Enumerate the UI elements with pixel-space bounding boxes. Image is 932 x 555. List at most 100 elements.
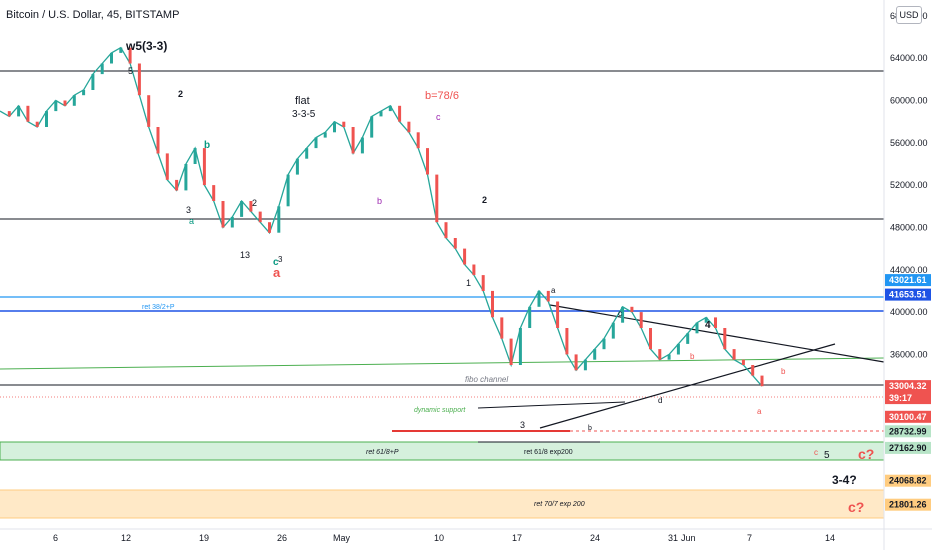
price-candle xyxy=(184,164,188,191)
y-tick-label: 56000.00 xyxy=(890,138,928,148)
wave-label-4: 4 xyxy=(705,320,711,331)
price-candle xyxy=(165,153,169,180)
price-candle xyxy=(574,354,578,371)
label-wave-count: w5(3-3) xyxy=(125,39,167,53)
price-candle xyxy=(286,174,290,207)
price-candle xyxy=(704,317,708,323)
price-candle xyxy=(741,359,745,365)
x-tick-label: 19 xyxy=(199,533,209,543)
wave-label-b-black: b xyxy=(588,425,592,432)
price-candle xyxy=(342,121,346,127)
dynamic-support-line xyxy=(477,401,626,409)
wave-label-a-red: a xyxy=(273,265,281,280)
x-tick-label: 24 xyxy=(590,533,600,543)
chart-title: Bitcoin / U.S. Dollar, 45, BITSTAMP xyxy=(6,9,180,21)
x-axis[interactable]: 6 12 19 26 May 10 17 24 31 Jun 7 14 xyxy=(53,533,835,543)
price-candle xyxy=(128,47,132,64)
x-tick-label: 10 xyxy=(434,533,444,543)
label-flat: flat xyxy=(295,95,310,107)
price-candle xyxy=(472,264,476,276)
price-candle xyxy=(110,52,113,64)
price-tag-label: 33004.32 xyxy=(889,381,927,391)
price-candle xyxy=(481,275,485,291)
wave-label-b-red: b xyxy=(690,352,695,361)
price-candle xyxy=(565,328,569,355)
y-tick-label: 40000.00 xyxy=(890,307,928,317)
price-series xyxy=(0,46,763,387)
x-tick-label: 26 xyxy=(277,533,287,543)
price-candle xyxy=(295,158,299,175)
price-candle xyxy=(314,137,318,149)
price-tag-label: 41653.51 xyxy=(889,290,927,300)
price-candle xyxy=(723,328,727,350)
y-axis[interactable]: 68000.0064000.0060000.0056000.0052000.00… xyxy=(890,11,928,402)
price-tag-label: 24068.82 xyxy=(889,476,927,486)
wave-label-a-red2: a xyxy=(757,407,762,416)
price-candle xyxy=(621,306,625,323)
currency-button[interactable]: USD xyxy=(896,6,922,24)
wave-label-2-c: 2 xyxy=(482,195,487,205)
label-3-4q: 3-4? xyxy=(832,473,857,487)
price-candle xyxy=(63,100,67,106)
x-tick-label: 12 xyxy=(121,533,131,543)
y-tick-label: 36000.00 xyxy=(890,349,928,359)
price-candle xyxy=(147,95,151,127)
triangle-upper xyxy=(549,304,885,363)
price-candle xyxy=(35,121,39,127)
price-candle xyxy=(556,301,560,328)
price-candle xyxy=(351,127,355,154)
price-candle xyxy=(751,365,755,376)
label-dynamic-support: dynamic support xyxy=(414,407,466,414)
price-tag xyxy=(885,410,931,423)
wave-label-d: d xyxy=(658,396,662,405)
price-candle xyxy=(407,121,411,133)
zone-ret618 xyxy=(0,441,885,461)
label-fibo-channel: fibo channel xyxy=(465,375,508,384)
price-candle xyxy=(258,211,262,223)
label-ret382: ret 38/2+P xyxy=(142,304,175,311)
x-tick-label: 31 xyxy=(668,533,678,543)
price-candle xyxy=(379,111,383,117)
x-tick-label: 14 xyxy=(825,533,835,543)
price-candle xyxy=(82,89,86,96)
wave-label-a-teal: a xyxy=(189,216,194,226)
price-candle xyxy=(45,111,48,127)
price-candle xyxy=(528,306,532,328)
y-tick-label: 60000.00 xyxy=(890,96,928,106)
wave-label-3-b: 3 xyxy=(278,255,283,264)
price-candle xyxy=(639,312,643,328)
x-tick-label: 7 xyxy=(747,533,752,543)
price-candle xyxy=(360,137,364,154)
zone-ret707 xyxy=(0,490,884,518)
price-candle xyxy=(72,95,76,106)
price-tag xyxy=(885,274,931,287)
price-tag xyxy=(885,380,931,405)
price-candle xyxy=(323,132,327,138)
wave-label-c-red: c xyxy=(814,448,818,457)
price-tags: 43021.61 41653.51 33004.32 39:17 30100.47 287… xyxy=(885,274,931,511)
price-candle xyxy=(649,328,652,350)
x-tick-label: May xyxy=(333,533,351,543)
price-candle xyxy=(277,206,281,233)
price-candle xyxy=(26,105,30,122)
wave-label-c-purple: c xyxy=(436,112,441,122)
x-tick-label: Jun xyxy=(681,533,696,543)
price-candle xyxy=(509,338,513,365)
price-candle xyxy=(537,290,541,307)
wave-label-b-purple: b xyxy=(377,196,382,206)
wave-label-2-b: 2 xyxy=(252,198,257,208)
price-candle xyxy=(137,63,141,96)
price-tag-label: 43021.61 xyxy=(889,275,927,285)
price-candle xyxy=(695,322,699,334)
price-candle xyxy=(676,343,680,355)
x-tick-label: 6 xyxy=(53,533,58,543)
price-candle xyxy=(500,317,504,339)
price-candle xyxy=(119,47,123,53)
price-tag xyxy=(885,498,931,511)
triangle-lower xyxy=(539,343,836,429)
price-candle xyxy=(732,349,736,360)
countdown-label: 39:17 xyxy=(889,393,912,403)
price-candle xyxy=(546,290,550,302)
